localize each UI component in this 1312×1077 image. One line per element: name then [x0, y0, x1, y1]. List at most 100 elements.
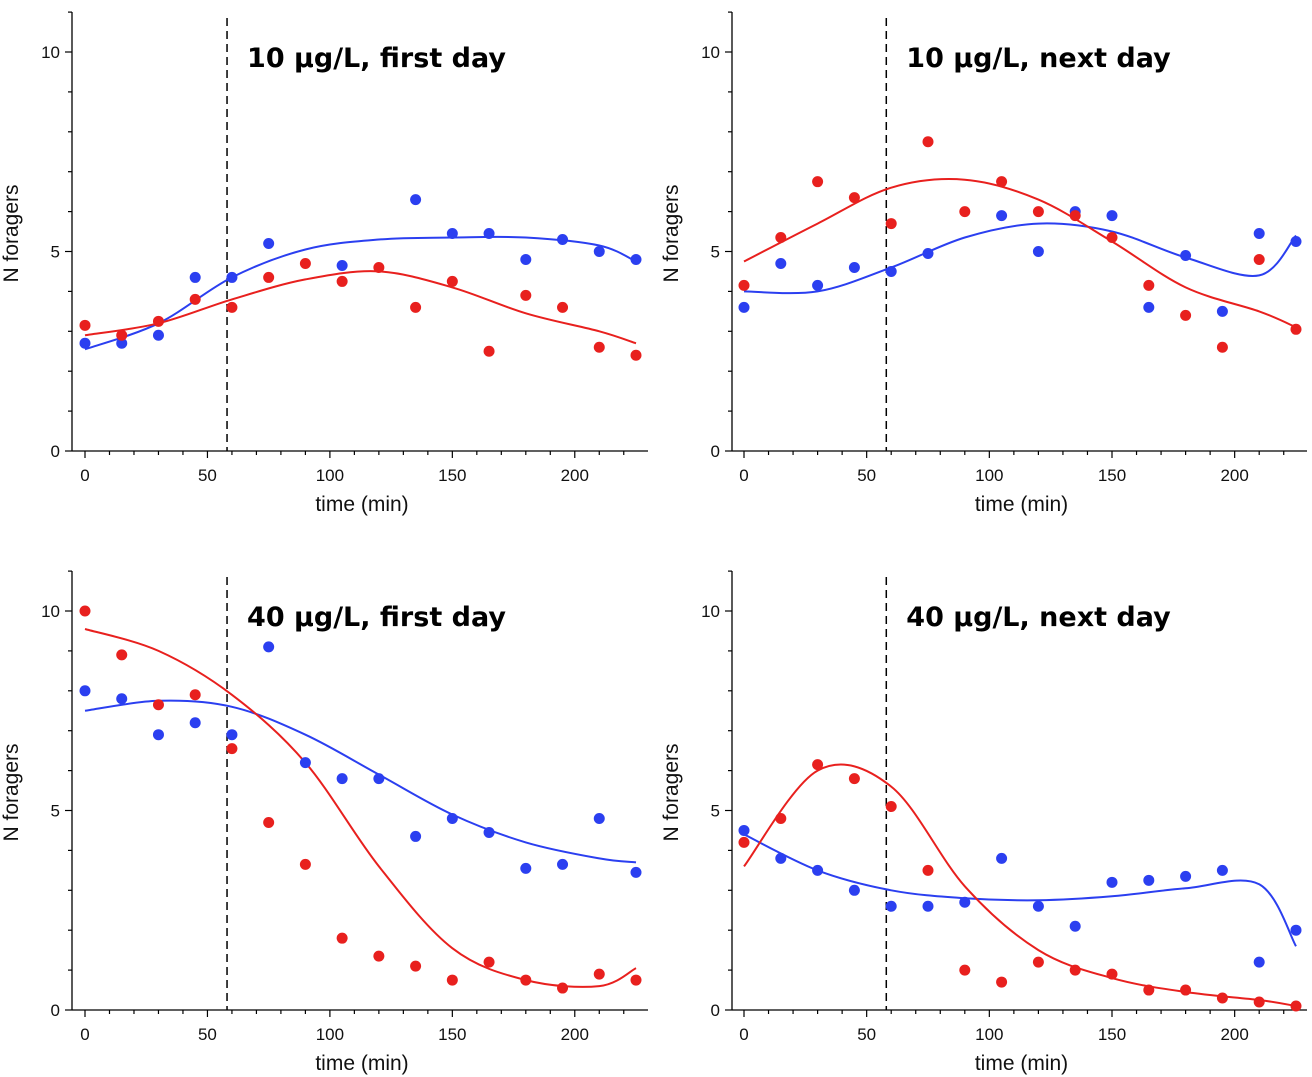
data-point [1180, 984, 1192, 996]
data-point [152, 329, 164, 341]
data-point [557, 301, 569, 313]
data-point [189, 293, 201, 305]
data-point [410, 194, 422, 206]
data-point [336, 932, 348, 944]
data-point [1253, 956, 1265, 968]
data-point [1143, 301, 1155, 313]
data-point [520, 253, 532, 265]
data-point [1290, 1000, 1302, 1012]
x-tick-label: 50 [857, 1025, 876, 1044]
data-point [630, 974, 642, 986]
data-point [152, 315, 164, 327]
fit-curve [743, 222, 1297, 295]
y-tick-label: 10 [701, 43, 720, 62]
data-point [885, 900, 897, 912]
data-point [373, 950, 385, 962]
data-point [593, 968, 605, 980]
data-point [593, 246, 605, 257]
x-tick-label: 50 [198, 1025, 217, 1044]
data-point [116, 649, 128, 661]
x-tick-label: 100 [316, 466, 344, 485]
data-point [738, 279, 750, 291]
y-axis-label: N foragers [0, 743, 23, 841]
data-point [812, 864, 824, 876]
data-point [1069, 964, 1081, 976]
data-point [410, 830, 422, 842]
data-point [1216, 864, 1228, 876]
data-point [483, 345, 495, 357]
data-point [1106, 210, 1118, 222]
data-point [885, 801, 897, 813]
y-tick-label: 5 [51, 243, 60, 262]
data-point [775, 852, 787, 864]
data-point [922, 247, 934, 259]
fit-curve [743, 178, 1297, 329]
data-point [152, 699, 164, 711]
data-point [373, 773, 385, 785]
x-axis-label: time (min) [975, 493, 1068, 516]
data-point [520, 862, 532, 874]
fit-curve [743, 833, 1297, 947]
data-point [410, 960, 422, 972]
data-point [373, 261, 385, 273]
data-point [336, 275, 348, 287]
data-point [299, 757, 311, 769]
data-point [848, 773, 860, 785]
data-point [79, 685, 91, 697]
data-point [885, 265, 897, 277]
data-point [959, 964, 971, 976]
data-point [959, 206, 971, 218]
fit-curve [743, 763, 1297, 1007]
data-point [520, 289, 532, 301]
data-point [483, 826, 495, 838]
data-point [812, 176, 824, 188]
data-point [1290, 323, 1302, 335]
data-point [189, 271, 201, 283]
data-point [630, 349, 642, 361]
data-point [996, 210, 1008, 222]
x-tick-label: 150 [438, 466, 466, 485]
y-axis-label: N foragers [660, 184, 683, 282]
data-point [1143, 984, 1155, 996]
data-point [593, 812, 605, 824]
data-point [848, 192, 860, 204]
data-point [922, 900, 934, 912]
data-point [226, 301, 238, 313]
y-tick-label: 10 [701, 602, 720, 621]
data-point [152, 729, 164, 741]
fit-curve [84, 270, 637, 345]
data-point [263, 816, 275, 828]
data-point [557, 858, 569, 870]
data-point [1290, 924, 1302, 936]
data-point [1143, 279, 1155, 291]
data-point [1032, 900, 1044, 912]
data-point [226, 729, 238, 741]
y-tick-label: 5 [711, 802, 720, 821]
data-point [446, 275, 458, 287]
data-point [922, 136, 934, 148]
data-point [1216, 341, 1228, 353]
data-point [226, 743, 238, 755]
data-point [1180, 870, 1192, 882]
data-point [226, 271, 238, 283]
data-point [263, 641, 275, 653]
fit-curve [84, 699, 637, 864]
data-point [1253, 228, 1265, 240]
y-axis-label: N foragers [660, 743, 683, 841]
data-point [557, 234, 569, 246]
data-point [410, 301, 422, 313]
data-point [483, 956, 495, 968]
data-point [1106, 876, 1118, 888]
x-tick-label: 50 [857, 466, 876, 485]
data-point [446, 812, 458, 824]
data-point [336, 259, 348, 271]
y-tick-label: 0 [51, 1001, 60, 1020]
x-tick-label: 200 [1220, 466, 1248, 485]
data-point [1032, 206, 1044, 218]
data-point [116, 329, 128, 341]
data-point [336, 773, 348, 785]
fit-curve [84, 235, 637, 351]
